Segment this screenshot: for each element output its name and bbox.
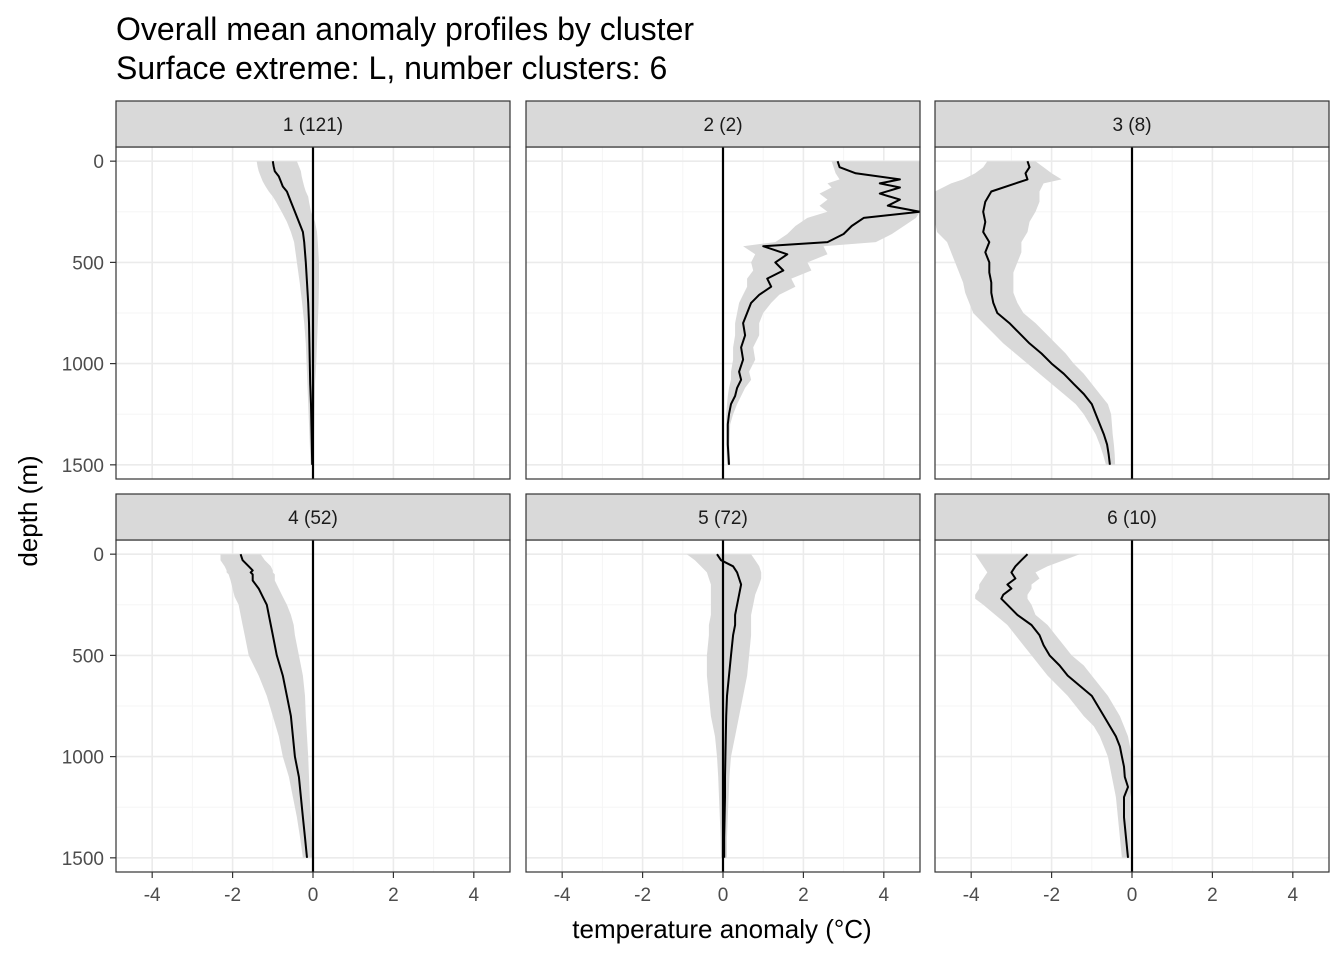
facet-strip-label: 1 (121) [283, 115, 343, 136]
facet-strip [934, 100, 1330, 148]
x-tick-label: -4 [144, 885, 161, 906]
y-tick-label: 1000 [62, 355, 104, 376]
y-tick-label: 1000 [62, 748, 104, 769]
facet-strip [115, 100, 511, 148]
panel-data [721, 147, 920, 479]
x-tick-label: 4 [1288, 885, 1299, 906]
x-tick-label: 4 [879, 885, 890, 906]
uncertainty-ribbon [726, 161, 920, 465]
mean-profile-line [271, 161, 314, 465]
title-line-2: Surface extreme: L, number clusters: 6 [116, 50, 668, 86]
y-tick-label: 0 [93, 152, 104, 173]
facet-strip-label: 4 (52) [288, 508, 338, 529]
facet-strip [115, 493, 511, 541]
facet-strip-label: 5 (72) [698, 508, 748, 529]
y-tick-label: 1500 [62, 849, 104, 870]
panel-3: 3 (8) [934, 100, 1330, 480]
x-tick-label: -4 [554, 885, 571, 906]
x-tick-label: 0 [1127, 885, 1138, 906]
x-tick-label: 2 [1207, 885, 1218, 906]
facet-strip-label: 2 (2) [703, 115, 742, 136]
uncertainty-ribbon [935, 161, 1116, 465]
facet-strip-label: 6 (10) [1107, 508, 1157, 529]
x-axis-title: temperature anomaly (°C) [572, 914, 871, 944]
x-tick-label: 2 [798, 885, 809, 906]
x-tick-label: -2 [1043, 885, 1060, 906]
mean-profile-line [982, 160, 1111, 465]
panel-data [256, 147, 319, 479]
mean-profile-line [726, 160, 920, 465]
y-axis-title: depth (m) [13, 455, 43, 566]
x-tick-label: 0 [308, 885, 319, 906]
panel-data [975, 540, 1134, 872]
panel-4: 4 (52) 0 500 1000 1500 -4 -2 0 2 4 [62, 493, 511, 906]
panel-data [220, 540, 315, 872]
x-tick-label: 0 [718, 885, 729, 906]
panel-6: 6 (10) -4 -2 0 2 4 [934, 493, 1330, 906]
x-tick-label: 4 [469, 885, 480, 906]
uncertainty-ribbon [220, 554, 313, 858]
x-tick-label: 2 [388, 885, 399, 906]
mean-profile-line [239, 553, 308, 858]
mean-profile-line [716, 553, 743, 858]
uncertainty-ribbon [975, 554, 1132, 858]
mean-profile-line [1000, 553, 1129, 858]
chart-title: Overall mean anomaly profiles by cluster… [116, 10, 694, 88]
x-tick-label: -4 [963, 885, 980, 906]
x-tick-label: -2 [224, 885, 241, 906]
facet-strip-label: 3 (8) [1112, 115, 1151, 136]
y-tick-label: 500 [72, 253, 104, 274]
facet-strip [525, 100, 921, 148]
y-tick-label: 1500 [62, 456, 104, 477]
x-tick-label: -2 [634, 885, 651, 906]
panel-1: 1 (121) 0 500 1000 1500 [62, 100, 511, 480]
title-line-1: Overall mean anomaly profiles by cluster [116, 11, 695, 47]
panel-data [686, 540, 762, 872]
panel-5: 5 (72) -4 -2 0 2 4 [525, 493, 921, 906]
facet-strip [934, 493, 1330, 541]
facet-strip [525, 493, 921, 541]
panel-2: 2 (2) [525, 100, 921, 480]
y-tick-label: 500 [72, 646, 104, 667]
panel-data [935, 147, 1134, 479]
y-tick-label: 0 [93, 545, 104, 566]
